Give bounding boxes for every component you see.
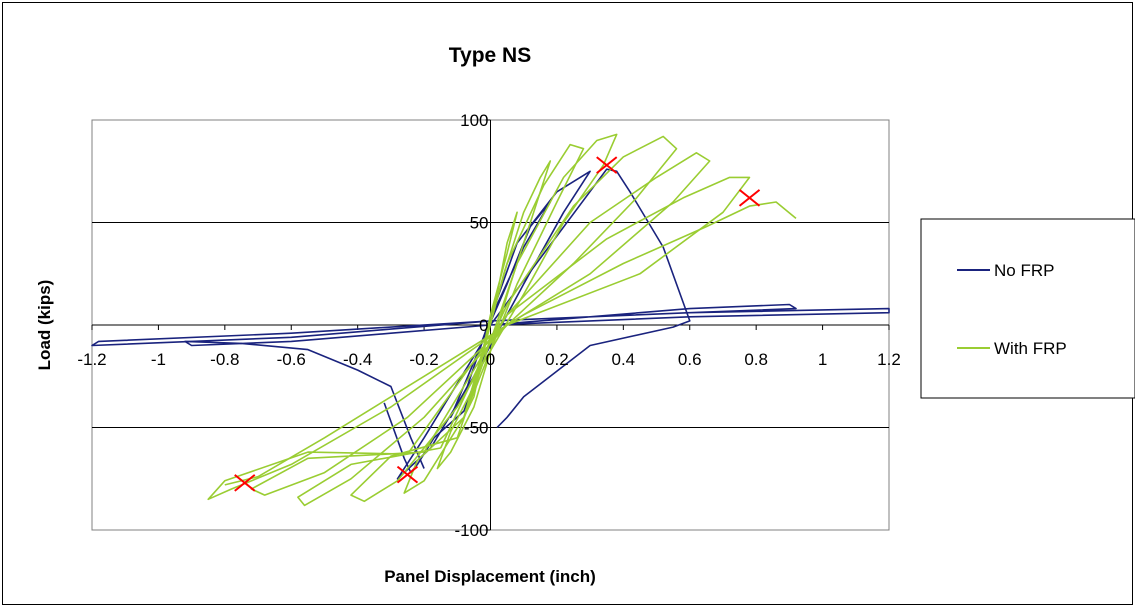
- series-0: [91, 168, 890, 480]
- series-0-loop-3: [184, 324, 491, 469]
- series-1-loop-6: [207, 176, 751, 501]
- series-1-loop-3: [350, 133, 618, 503]
- legend: No FRP With FRP: [920, 218, 1135, 399]
- y-tick-label-3: 50: [470, 214, 489, 233]
- x-tick-label-4: -0.4: [343, 350, 372, 369]
- series-1-loop-7: [224, 201, 797, 486]
- ticks-layer: -1.2 -1 -0.8 -0.6 -0.4 -0.2 0 0.2 0.4 0.6 0.8 1 1.2 -…: [77, 111, 900, 540]
- series-1-loop-0: [463, 211, 518, 419]
- marker-layer: [234, 156, 761, 492]
- y-tick-label-1: -50: [464, 419, 489, 438]
- x-tick-label-8: 0.4: [612, 350, 636, 369]
- series-1-loop-1: [436, 160, 552, 470]
- x-tick-label-7: 0.2: [545, 350, 569, 369]
- series-1-loop-5: [250, 152, 711, 496]
- failure-marker-0: [596, 156, 618, 174]
- failure-marker-1: [738, 189, 761, 207]
- y-tick-label-0: -100: [454, 521, 488, 540]
- failure-marker-2-b: [234, 474, 256, 492]
- x-tick-label-9: 0.6: [678, 350, 702, 369]
- failure-marker-3-b: [396, 465, 419, 484]
- y-tick-label-2: 0: [479, 316, 488, 335]
- x-tick-label-11: 1: [818, 350, 827, 369]
- failure-marker-2: [234, 474, 256, 492]
- x-tick-label-6: 0: [486, 350, 495, 369]
- failure-marker-1-b: [738, 189, 761, 207]
- series-0-loop-1: [396, 170, 591, 480]
- legend-label-with-frp: With FRP: [994, 339, 1067, 358]
- series-1: [207, 133, 797, 507]
- x-tick-label-5: -0.2: [409, 350, 438, 369]
- legend-label-no-frp: No FRP: [994, 261, 1054, 280]
- y-tick-label-4: 100: [460, 111, 488, 130]
- x-tick-label-3: -0.6: [277, 350, 306, 369]
- chart-title: Type NS: [449, 44, 531, 67]
- x-axis-title: Panel Displacement (inch): [384, 567, 596, 586]
- series-1-loop-2: [403, 143, 585, 494]
- x-tick-label-12: 1.2: [877, 350, 901, 369]
- x-tick-label-10: 0.8: [744, 350, 768, 369]
- series-0-loop-4: [91, 303, 890, 347]
- series-0-loop-5: [383, 365, 482, 474]
- x-tick-label-1: -1: [151, 350, 166, 369]
- x-tick-label-0: -1.2: [77, 350, 106, 369]
- y-axis-title: Load (kips): [35, 280, 54, 371]
- legend-box: [920, 218, 1135, 399]
- x-tick-label-2: -0.8: [210, 350, 239, 369]
- failure-marker-3: [396, 465, 419, 484]
- failure-marker-0-b: [596, 156, 618, 174]
- series-layer: [91, 133, 890, 507]
